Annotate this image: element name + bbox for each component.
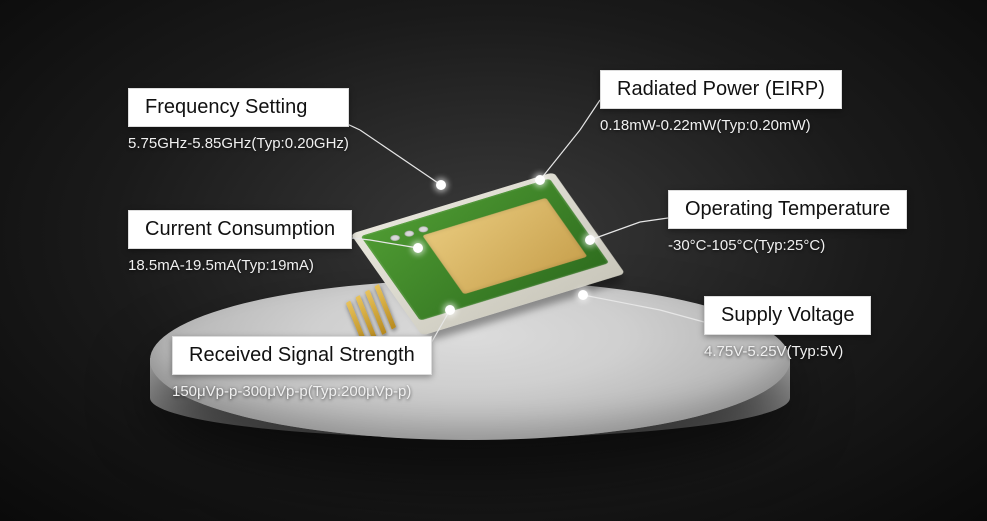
callout-title: Received Signal Strength xyxy=(172,336,432,375)
callout-value: 18.5mA-19.5mA(Typ:19mA) xyxy=(128,257,352,274)
callout-operating-temperature: Operating Temperature -30°C-105°C(Typ:25… xyxy=(668,190,907,254)
callout-dot xyxy=(578,290,588,300)
callout-radiated-power: Radiated Power (EIRP) 0.18mW-0.22mW(Typ:… xyxy=(600,70,842,134)
callout-title: Current Consumption xyxy=(128,210,352,249)
callout-current: Current Consumption 18.5mA-19.5mA(Typ:19… xyxy=(128,210,352,274)
via-hole xyxy=(389,234,402,242)
callout-dot xyxy=(535,175,545,185)
callout-title: Operating Temperature xyxy=(668,190,907,229)
callout-title: Radiated Power (EIRP) xyxy=(600,70,842,109)
callout-title: Frequency Setting xyxy=(128,88,349,127)
callout-value: 150μVp-p-300μVp-p(Typ:200μVp-p) xyxy=(172,383,432,400)
scene: Frequency Setting 5.75GHz-5.85GHz(Typ:0.… xyxy=(0,0,987,521)
callout-title: Supply Voltage xyxy=(704,296,871,335)
callout-dot xyxy=(436,180,446,190)
callout-value: -30°C-105°C(Typ:25°C) xyxy=(668,237,907,254)
callout-dot xyxy=(585,235,595,245)
via-hole xyxy=(417,225,430,233)
callout-dot xyxy=(445,305,455,315)
callout-frequency: Frequency Setting 5.75GHz-5.85GHz(Typ:0.… xyxy=(128,88,349,152)
callout-dot xyxy=(413,243,423,253)
callout-value: 5.75GHz-5.85GHz(Typ:0.20GHz) xyxy=(128,135,349,152)
callout-supply-voltage: Supply Voltage 4.75V-5.25V(Typ:5V) xyxy=(704,296,871,360)
callout-value: 0.18mW-0.22mW(Typ:0.20mW) xyxy=(600,117,842,134)
callout-value: 4.75V-5.25V(Typ:5V) xyxy=(704,343,871,360)
callout-rss: Received Signal Strength 150μVp-p-300μVp… xyxy=(172,336,432,400)
via-hole xyxy=(403,230,416,238)
